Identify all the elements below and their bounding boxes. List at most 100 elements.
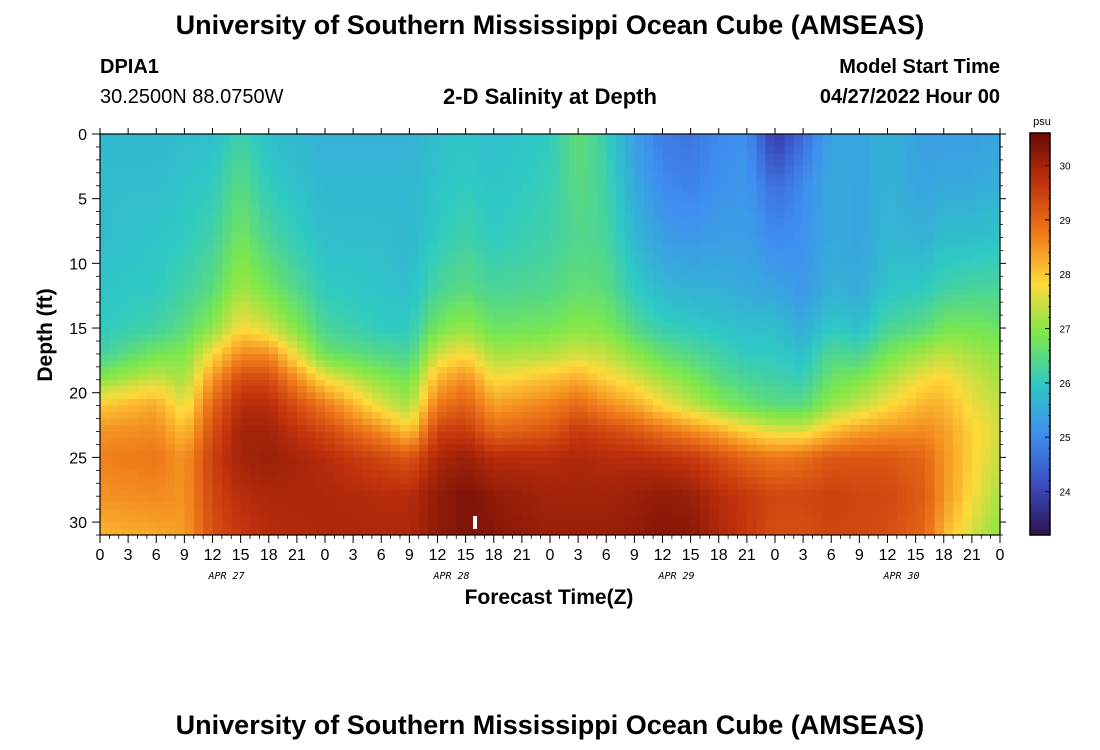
heatmap-cell (259, 386, 270, 394)
heatmap-cell (625, 522, 635, 530)
heatmap-cell (418, 418, 429, 426)
heatmap-cell (221, 437, 232, 446)
heatmap-cell (775, 211, 785, 219)
heatmap-cell (700, 431, 710, 439)
heatmap-cell (587, 289, 598, 297)
heatmap-cell (278, 515, 289, 523)
heatmap-cell (475, 153, 485, 161)
heatmap-cell (718, 431, 729, 439)
heatmap-cell (784, 263, 795, 271)
heatmap-cell (475, 328, 485, 336)
heatmap-cell (221, 321, 232, 329)
heatmap-cell (381, 373, 392, 381)
heatmap-cell (475, 334, 485, 342)
heatmap-cell (456, 282, 467, 290)
heatmap-cell (156, 289, 167, 297)
heatmap-cell (456, 489, 467, 497)
heatmap-cell (156, 328, 167, 336)
heatmap-cell (353, 308, 364, 316)
heatmap-cell (700, 269, 710, 277)
heatmap-cell (606, 425, 617, 433)
heatmap-cell (165, 418, 176, 426)
heatmap-cell (371, 224, 382, 232)
heatmap-cell (381, 450, 392, 458)
heatmap-cell (306, 308, 317, 316)
heatmap-cell (259, 250, 270, 258)
heatmap-cell (231, 502, 242, 510)
heatmap-cell (709, 308, 720, 316)
heatmap-cell (231, 302, 242, 310)
heatmap-cell (250, 276, 260, 284)
heatmap-cell (775, 373, 785, 381)
heatmap-cell (400, 509, 410, 517)
heatmap-cell (503, 224, 514, 232)
heatmap-cell (446, 308, 457, 316)
heatmap-cell (184, 198, 195, 206)
heatmap-cell (156, 392, 167, 400)
heatmap-cell (296, 237, 307, 245)
heatmap-cell (437, 243, 448, 252)
heatmap-cell (596, 444, 607, 452)
heatmap-cell (343, 496, 354, 504)
heatmap-cell (268, 373, 279, 381)
heatmap-cell (634, 263, 645, 271)
heatmap-cell (784, 483, 795, 491)
heatmap-cell (212, 412, 223, 420)
heatmap-cell (784, 218, 795, 226)
heatmap-cell (165, 457, 176, 465)
heatmap-cell (512, 522, 523, 530)
heatmap-cell (793, 392, 804, 400)
heatmap-cell (568, 263, 579, 271)
heatmap-cell (437, 192, 448, 200)
heatmap-cell (737, 515, 748, 523)
heatmap-cell (390, 366, 401, 374)
heatmap-cell (662, 250, 673, 258)
heatmap-cell (512, 243, 523, 252)
heatmap-cell (100, 289, 110, 297)
heatmap-cell (512, 418, 523, 426)
heatmap-cell (746, 302, 757, 310)
heatmap-cell (231, 172, 242, 180)
heatmap-cell (775, 250, 785, 258)
heatmap-cell (250, 218, 260, 226)
heatmap-cell (268, 243, 279, 252)
heatmap-cell (456, 295, 467, 303)
heatmap-cell (278, 489, 289, 497)
heatmap-cell (671, 321, 682, 329)
heatmap-cell (550, 256, 560, 264)
heatmap-cell (446, 496, 457, 504)
heatmap-cell (146, 276, 157, 284)
heatmap-cell (437, 276, 448, 284)
heatmap-cell (250, 263, 260, 271)
heatmap-cell (306, 405, 317, 413)
heatmap-cell (287, 360, 298, 368)
heatmap-cell (559, 166, 570, 174)
heatmap-cell (671, 205, 682, 213)
heatmap-cell (221, 276, 232, 284)
heatmap-cell (278, 340, 289, 349)
heatmap-cell (775, 450, 785, 458)
heatmap-cell (615, 205, 626, 213)
heatmap-cell (315, 321, 326, 329)
heatmap-cell (493, 379, 504, 387)
heatmap-cell (287, 450, 298, 458)
heatmap-cell (268, 224, 279, 232)
heatmap-cell (568, 218, 579, 226)
heatmap-cell (709, 192, 720, 200)
heatmap-cell (793, 315, 804, 323)
heatmap-cell (343, 373, 354, 381)
heatmap-cell (240, 502, 251, 510)
heatmap-cell (587, 263, 598, 271)
heatmap-cell (559, 256, 570, 264)
heatmap-cell (625, 412, 635, 420)
heatmap-cell (390, 224, 401, 232)
heatmap-cell (625, 405, 635, 413)
heatmap-cell (540, 321, 551, 329)
heatmap-cell (231, 496, 242, 504)
heatmap-cell (400, 489, 410, 497)
heatmap-cell (606, 282, 617, 290)
heatmap-cell (662, 340, 673, 349)
heatmap-cell (803, 134, 814, 142)
heatmap-cell (418, 483, 429, 491)
heatmap-cell (268, 476, 279, 484)
